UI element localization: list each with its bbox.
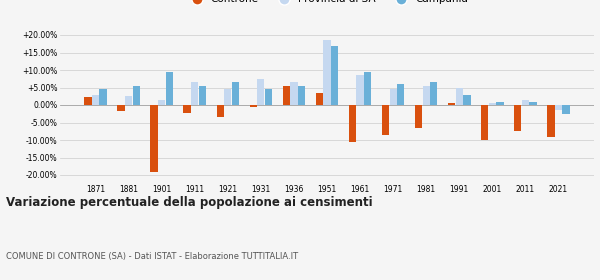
- Bar: [356, 75, 364, 105]
- Bar: [316, 93, 323, 105]
- Bar: [290, 82, 298, 105]
- Bar: [489, 103, 496, 105]
- Bar: [92, 95, 99, 105]
- Bar: [133, 86, 140, 105]
- Bar: [389, 89, 397, 105]
- Bar: [232, 82, 239, 105]
- Legend: Controne, Provincia di SA, Campania: Controne, Provincia di SA, Campania: [182, 0, 472, 8]
- Bar: [265, 89, 272, 105]
- Bar: [125, 96, 132, 105]
- Bar: [331, 45, 338, 105]
- Bar: [562, 105, 570, 114]
- Bar: [166, 72, 173, 105]
- Bar: [529, 102, 536, 105]
- Text: COMUNE DI CONTRONE (SA) - Dati ISTAT - Elaborazione TUTTITALIA.IT: COMUNE DI CONTRONE (SA) - Dati ISTAT - E…: [6, 252, 298, 261]
- Bar: [455, 87, 463, 105]
- Bar: [422, 86, 430, 105]
- Bar: [84, 97, 92, 105]
- Bar: [199, 86, 206, 105]
- Bar: [224, 89, 232, 105]
- Bar: [555, 105, 562, 110]
- Text: Variazione percentuale della popolazione ai censimenti: Variazione percentuale della popolazione…: [6, 196, 373, 209]
- Bar: [547, 105, 554, 137]
- Bar: [250, 105, 257, 107]
- Bar: [382, 105, 389, 135]
- Bar: [397, 84, 404, 105]
- Bar: [364, 72, 371, 105]
- Bar: [522, 100, 529, 105]
- Bar: [349, 105, 356, 142]
- Bar: [191, 82, 199, 105]
- Bar: [257, 79, 265, 105]
- Bar: [118, 105, 125, 111]
- Bar: [430, 82, 437, 105]
- Bar: [415, 105, 422, 128]
- Bar: [151, 105, 158, 171]
- Bar: [448, 103, 455, 105]
- Bar: [158, 100, 165, 105]
- Bar: [481, 105, 488, 140]
- Bar: [217, 105, 224, 117]
- Bar: [496, 102, 503, 105]
- Bar: [463, 95, 470, 105]
- Bar: [323, 40, 331, 105]
- Bar: [514, 105, 521, 131]
- Bar: [298, 86, 305, 105]
- Bar: [100, 89, 107, 105]
- Bar: [283, 86, 290, 105]
- Bar: [184, 105, 191, 113]
